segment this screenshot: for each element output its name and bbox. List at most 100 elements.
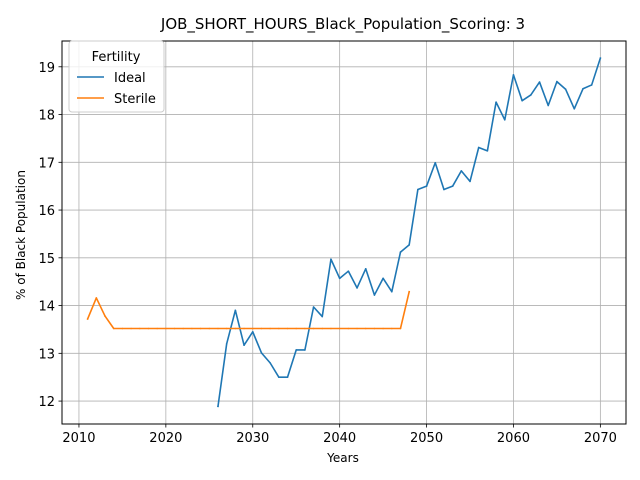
data-point-ideal <box>582 87 584 90</box>
data-point-ideal <box>512 74 515 76</box>
data-point-ideal <box>469 180 471 183</box>
data-point-sterile <box>312 327 315 330</box>
x-axis-label: Years <box>326 451 359 465</box>
data-point-sterile <box>86 318 89 320</box>
data-point-ideal <box>278 376 280 379</box>
y-tick-label: 19 <box>38 61 55 76</box>
data-point-sterile <box>165 327 167 330</box>
y-tick-label: 16 <box>38 204 55 219</box>
data-point-sterile <box>278 327 280 330</box>
x-tick-label: 2070 <box>584 431 617 446</box>
data-point-ideal <box>573 108 576 110</box>
data-point-ideal <box>234 309 237 312</box>
data-point-sterile <box>408 290 410 293</box>
data-point-sterile <box>234 327 237 330</box>
data-point-ideal <box>347 270 350 272</box>
data-point-sterile <box>399 327 402 330</box>
legend-label-ideal: Ideal <box>114 71 146 86</box>
data-point-ideal <box>521 99 523 102</box>
chart-title: JOB_SHORT_HOURS_Black_Population_Scoring… <box>160 15 525 34</box>
data-point-sterile <box>321 327 324 330</box>
data-point-ideal <box>286 376 289 379</box>
data-point-ideal <box>443 188 445 191</box>
data-point-ideal <box>364 267 367 270</box>
data-point-sterile <box>121 327 124 330</box>
y-tick-label: 14 <box>38 300 55 315</box>
data-point-ideal <box>417 188 419 191</box>
y-tick-label: 18 <box>38 109 55 124</box>
data-point-sterile <box>330 327 332 330</box>
data-point-ideal <box>564 88 567 91</box>
x-tick-label: 2030 <box>236 431 269 446</box>
legend: Fertility Ideal Sterile <box>68 40 165 113</box>
data-point-sterile <box>382 327 384 330</box>
data-point-ideal <box>425 185 428 187</box>
y-tick-label: 15 <box>38 252 55 267</box>
data-point-ideal <box>295 349 298 351</box>
data-point-sterile <box>138 327 141 330</box>
data-point-ideal <box>495 101 497 103</box>
y-tick-label: 12 <box>38 395 55 410</box>
data-point-sterile <box>391 327 393 330</box>
x-tick-label: 2020 <box>149 431 182 446</box>
data-point-sterile <box>225 327 228 330</box>
data-point-ideal <box>321 315 324 318</box>
y-tick-label: 17 <box>38 156 55 171</box>
series-sterile <box>86 290 411 330</box>
data-point-ideal <box>538 81 541 83</box>
data-point-sterile <box>147 327 150 330</box>
y-axis-label: % of Black Population <box>14 170 28 300</box>
series-line-sterile <box>86 290 411 330</box>
data-point-sterile <box>269 327 271 330</box>
y-axis: 12 13 14 15 16 17 18 19 <box>38 61 62 410</box>
data-point-sterile <box>95 297 98 299</box>
data-point-ideal <box>382 277 384 280</box>
data-point-sterile <box>304 327 306 330</box>
data-point-ideal <box>590 84 593 86</box>
data-point-ideal <box>304 349 306 351</box>
data-point-ideal <box>373 294 376 296</box>
data-point-sterile <box>347 327 350 330</box>
data-point-ideal <box>330 258 332 261</box>
data-point-sterile <box>191 327 193 330</box>
x-tick-label: 2060 <box>497 431 530 446</box>
data-point-ideal <box>243 344 245 347</box>
data-point-sterile <box>182 327 185 330</box>
data-point-ideal <box>460 170 463 172</box>
data-point-ideal <box>312 306 315 308</box>
data-point-sterile <box>338 327 341 330</box>
data-point-sterile <box>112 327 115 330</box>
legend-label-sterile: Sterile <box>114 92 156 107</box>
y-tick-label: 13 <box>38 347 55 362</box>
data-point-sterile <box>260 327 263 330</box>
x-axis: 2010 2020 2030 2040 2050 2060 2070 <box>62 424 617 446</box>
data-point-sterile <box>173 327 176 330</box>
data-point-sterile <box>243 327 245 330</box>
data-point-ideal <box>434 161 437 164</box>
data-point-ideal <box>530 94 532 96</box>
data-point-ideal <box>260 352 263 354</box>
data-point-sterile <box>251 327 254 330</box>
legend-title: Fertility <box>92 50 141 65</box>
x-tick-label: 2010 <box>62 431 95 446</box>
grid <box>62 41 626 424</box>
data-point-sterile <box>286 327 289 330</box>
legend-box <box>68 40 165 113</box>
data-point-ideal <box>217 405 219 408</box>
data-point-sterile <box>208 327 211 330</box>
data-point-sterile <box>104 315 106 317</box>
data-point-ideal <box>391 290 393 293</box>
data-point-ideal <box>338 277 341 280</box>
data-point-ideal <box>251 331 254 333</box>
data-point-ideal <box>225 342 228 345</box>
data-point-ideal <box>599 57 602 59</box>
data-point-ideal <box>408 244 410 246</box>
data-point-sterile <box>199 327 202 330</box>
data-point-sterile <box>156 327 158 330</box>
data-point-sterile <box>373 327 376 330</box>
data-point-sterile <box>295 327 298 330</box>
data-point-ideal <box>503 119 506 121</box>
x-tick-label: 2050 <box>410 431 443 446</box>
data-point-sterile <box>364 327 367 330</box>
